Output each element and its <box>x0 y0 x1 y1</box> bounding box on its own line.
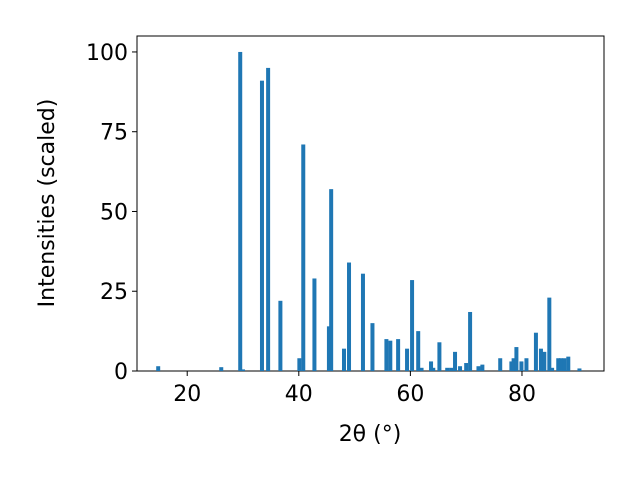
bar <box>416 331 421 371</box>
bar <box>301 144 306 371</box>
bar <box>405 348 410 371</box>
x-axis-label: 2θ (°) <box>339 422 402 447</box>
x-tick-label: 20 <box>173 382 201 407</box>
bar <box>410 280 415 371</box>
y-tick-label: 25 <box>100 280 128 305</box>
bar <box>429 361 434 371</box>
bar <box>360 273 365 371</box>
x-tick-label: 40 <box>285 382 313 407</box>
bar <box>511 358 516 371</box>
bar <box>370 323 375 371</box>
x-tick-label: 60 <box>396 382 424 407</box>
bar <box>278 300 283 371</box>
bar <box>458 366 463 371</box>
bar <box>266 67 271 372</box>
bar <box>547 297 552 371</box>
bar <box>388 340 393 371</box>
bar <box>514 347 519 371</box>
bar <box>519 361 524 371</box>
bar <box>562 358 567 371</box>
bar <box>241 369 246 371</box>
bar <box>347 262 352 371</box>
bar <box>431 367 436 371</box>
bar <box>329 189 334 371</box>
bar <box>238 51 243 371</box>
bar <box>297 358 302 371</box>
bar <box>326 326 331 371</box>
bar <box>396 339 401 371</box>
bar <box>550 367 555 371</box>
bar <box>559 358 564 371</box>
bar <box>156 366 161 371</box>
y-tick-label: 100 <box>86 41 128 66</box>
bar <box>468 311 473 371</box>
bar <box>542 351 547 371</box>
x-tick-label: 80 <box>508 382 536 407</box>
bar <box>538 348 543 371</box>
bar <box>556 358 561 371</box>
y-axis-label: Intensities (scaled) <box>35 99 60 308</box>
y-tick-label: 50 <box>100 200 128 225</box>
y-tick-label: 0 <box>114 360 128 385</box>
bar <box>476 366 481 371</box>
bar <box>524 358 529 371</box>
bar <box>533 332 538 371</box>
bar <box>498 358 503 371</box>
bar <box>341 348 346 371</box>
bar <box>419 367 424 371</box>
bar <box>577 368 582 371</box>
bar <box>480 364 485 371</box>
bar <box>566 356 571 371</box>
bar <box>259 80 264 372</box>
bar <box>437 342 442 371</box>
plot-frame <box>136 35 605 372</box>
bar <box>384 339 389 371</box>
bar <box>445 367 450 371</box>
bar <box>219 367 224 371</box>
bar <box>464 363 469 371</box>
y-tick-label: 75 <box>100 121 128 146</box>
bar <box>449 367 454 371</box>
bar <box>453 351 458 371</box>
bar <box>312 278 317 371</box>
bar <box>509 361 514 371</box>
